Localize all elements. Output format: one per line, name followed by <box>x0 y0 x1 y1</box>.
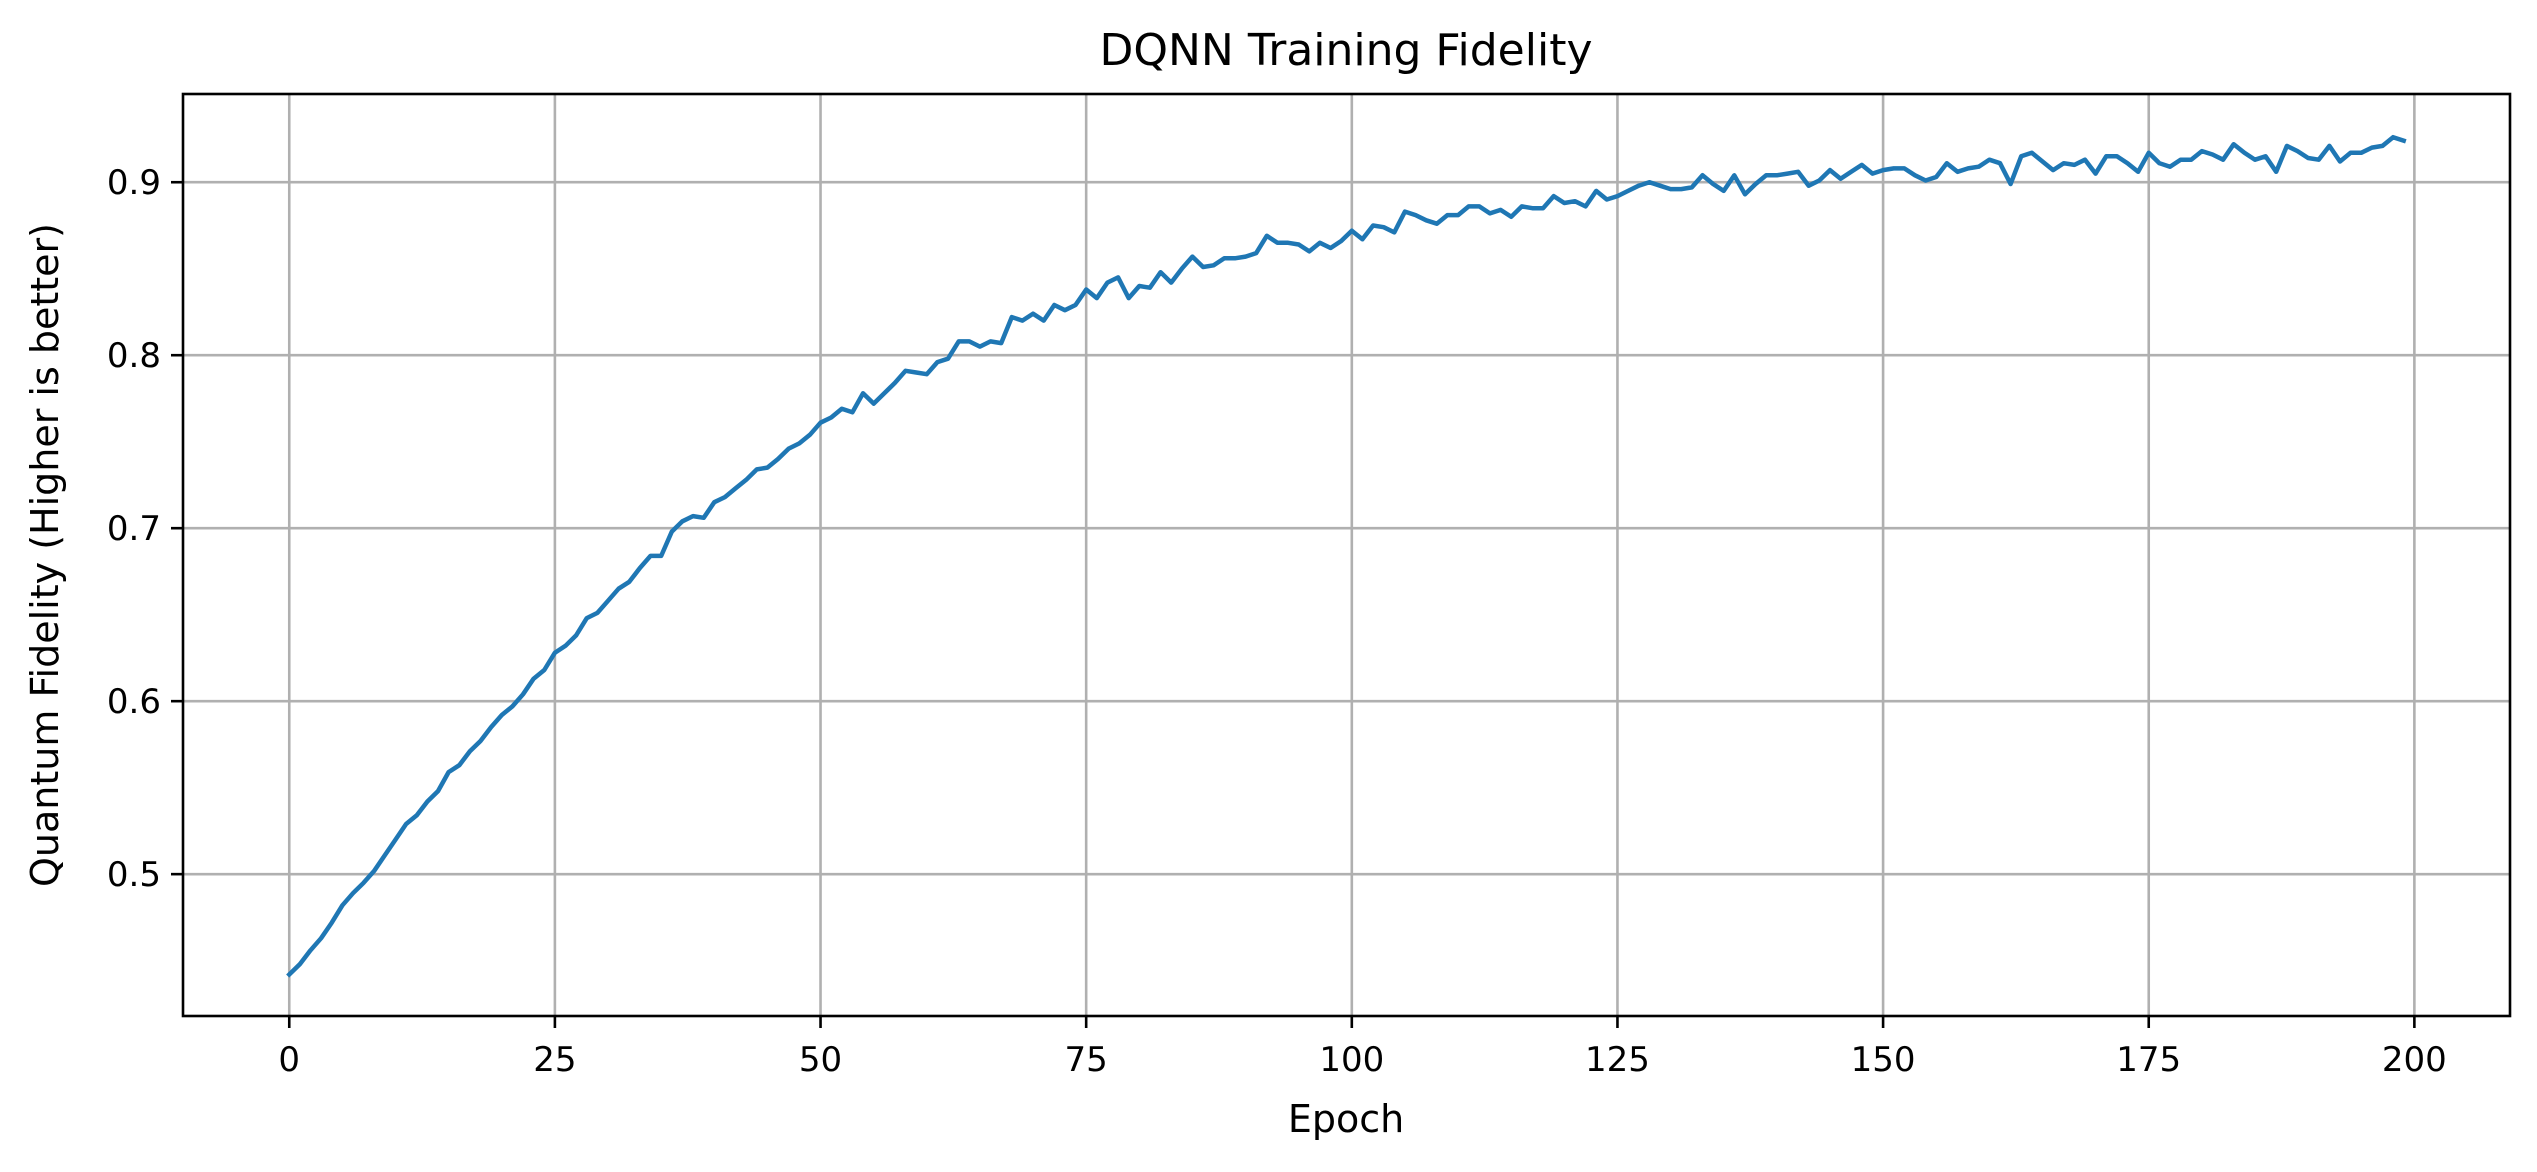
chart-title: DQNN Training Fidelity <box>1099 25 1592 76</box>
x-tick-label: 75 <box>1065 1040 1108 1080</box>
x-tick-label: 150 <box>1851 1040 1916 1080</box>
x-axis-label: Epoch <box>1288 1097 1404 1141</box>
x-tick-label: 25 <box>533 1040 576 1080</box>
y-tick-label: 0.7 <box>107 509 161 549</box>
x-tick-label: 50 <box>799 1040 842 1080</box>
x-tick-label: 175 <box>2116 1040 2181 1080</box>
grid-lines <box>183 94 2510 1016</box>
y-tick-label: 0.6 <box>107 682 161 722</box>
x-tick-label: 100 <box>1319 1040 1384 1080</box>
x-tick-label: 0 <box>278 1040 300 1080</box>
x-tick-label: 125 <box>1585 1040 1650 1080</box>
y-tick-label: 0.8 <box>107 336 161 376</box>
x-tick-label: 200 <box>2382 1040 2447 1080</box>
series-layer <box>286 134 2407 978</box>
plot-frame <box>181 92 2512 1018</box>
axis-ticks: 0 25 50 75 100 125 150 175 200 0.5 0.6 0.7 0.8 0.9 <box>107 163 2447 1080</box>
y-axis-label: Quantum Fidelity (Higher is better) <box>23 223 67 887</box>
y-tick-label: 0.5 <box>107 855 161 895</box>
fidelity-line <box>286 134 2407 978</box>
y-tick-label: 0.9 <box>107 163 161 203</box>
